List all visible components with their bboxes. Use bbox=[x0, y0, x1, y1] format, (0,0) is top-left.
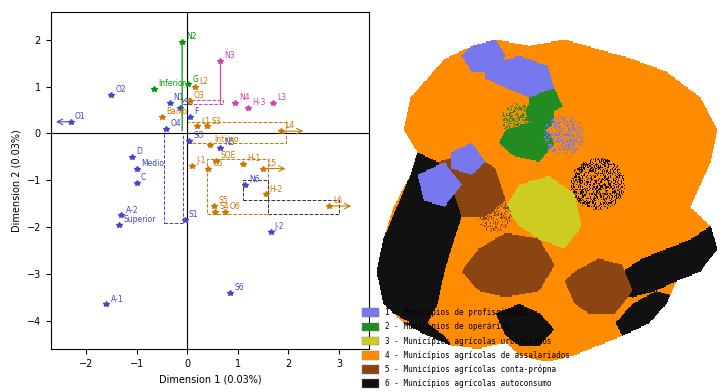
Text: H-3: H-3 bbox=[252, 98, 266, 107]
Text: H-2: H-2 bbox=[270, 185, 283, 194]
Text: S5: S5 bbox=[218, 196, 228, 205]
Text: S4: S4 bbox=[219, 202, 229, 211]
Text: N5: N5 bbox=[224, 138, 235, 147]
Text: L6: L6 bbox=[333, 196, 342, 205]
Text: F: F bbox=[195, 107, 199, 116]
Text: 6 - Municípios agrícolas autoconsumo: 6 - Municípios agrícolas autoconsumo bbox=[385, 379, 552, 388]
Text: O3: O3 bbox=[194, 91, 205, 100]
Text: O5: O5 bbox=[213, 159, 224, 168]
Text: 1 - Municípios de profissionais: 1 - Municípios de profissionais bbox=[385, 308, 529, 317]
Text: Superior: Superior bbox=[123, 215, 156, 224]
Text: L5: L5 bbox=[267, 159, 277, 168]
Text: C: C bbox=[140, 173, 146, 182]
Bar bbox=[208, 159, 268, 214]
Text: S2: S2 bbox=[184, 98, 193, 107]
Bar bbox=[362, 379, 379, 388]
Text: J-2: J-2 bbox=[275, 222, 285, 231]
X-axis label: Dimension 1 (0.03%): Dimension 1 (0.03%) bbox=[159, 374, 261, 384]
Text: L4: L4 bbox=[285, 122, 294, 131]
Bar bbox=[362, 351, 379, 360]
Text: N6: N6 bbox=[250, 175, 260, 184]
Bar bbox=[362, 309, 379, 317]
Text: N1: N1 bbox=[174, 93, 184, 102]
Text: O6: O6 bbox=[230, 202, 240, 211]
Bar bbox=[362, 323, 379, 331]
Text: O4: O4 bbox=[170, 119, 181, 128]
Text: Medio: Medio bbox=[140, 159, 164, 168]
Bar bbox=[362, 337, 379, 345]
Y-axis label: Dimension 2 (0.03%): Dimension 2 (0.03%) bbox=[11, 129, 21, 232]
Text: SOE: SOE bbox=[220, 151, 235, 160]
Text: 5 - Municípios agrícolas conta-própna: 5 - Municípios agrícolas conta-própna bbox=[385, 365, 556, 374]
Bar bbox=[183, 100, 222, 104]
Text: L2: L2 bbox=[199, 77, 208, 86]
Text: O2: O2 bbox=[116, 85, 126, 94]
Text: 2 - Municípios de operários: 2 - Municípios de operários bbox=[385, 322, 510, 331]
Text: G: G bbox=[193, 74, 198, 83]
Text: N2: N2 bbox=[186, 33, 197, 42]
Bar bbox=[243, 180, 268, 200]
Text: 4 - Municípios agrícolas de assalariados: 4 - Municípios agrícolas de assalariados bbox=[385, 351, 571, 360]
Bar bbox=[164, 134, 183, 223]
Text: S1: S1 bbox=[189, 211, 198, 220]
Text: S3: S3 bbox=[211, 117, 222, 126]
Text: 3 - Municípios agrícolas urbanizados: 3 - Municípios agrícolas urbanizados bbox=[385, 337, 552, 346]
Text: A-2: A-2 bbox=[126, 206, 138, 215]
Text: H-1: H-1 bbox=[247, 154, 260, 163]
Text: D: D bbox=[136, 147, 142, 156]
Text: N3: N3 bbox=[224, 51, 235, 60]
Text: Baixo: Baixo bbox=[166, 107, 187, 116]
Text: J-1: J-1 bbox=[196, 156, 206, 165]
Bar bbox=[362, 365, 379, 374]
Text: SO: SO bbox=[193, 131, 204, 140]
Text: Inferior: Inferior bbox=[159, 79, 186, 88]
Text: L1: L1 bbox=[201, 117, 211, 126]
Bar bbox=[188, 122, 286, 143]
Bar bbox=[268, 200, 339, 214]
Text: S6: S6 bbox=[235, 283, 244, 292]
Text: A-1: A-1 bbox=[111, 295, 123, 304]
Text: Intimo: Intimo bbox=[214, 135, 239, 144]
Text: L3: L3 bbox=[277, 93, 287, 102]
Text: N4: N4 bbox=[240, 93, 250, 102]
Text: O1: O1 bbox=[75, 112, 85, 121]
